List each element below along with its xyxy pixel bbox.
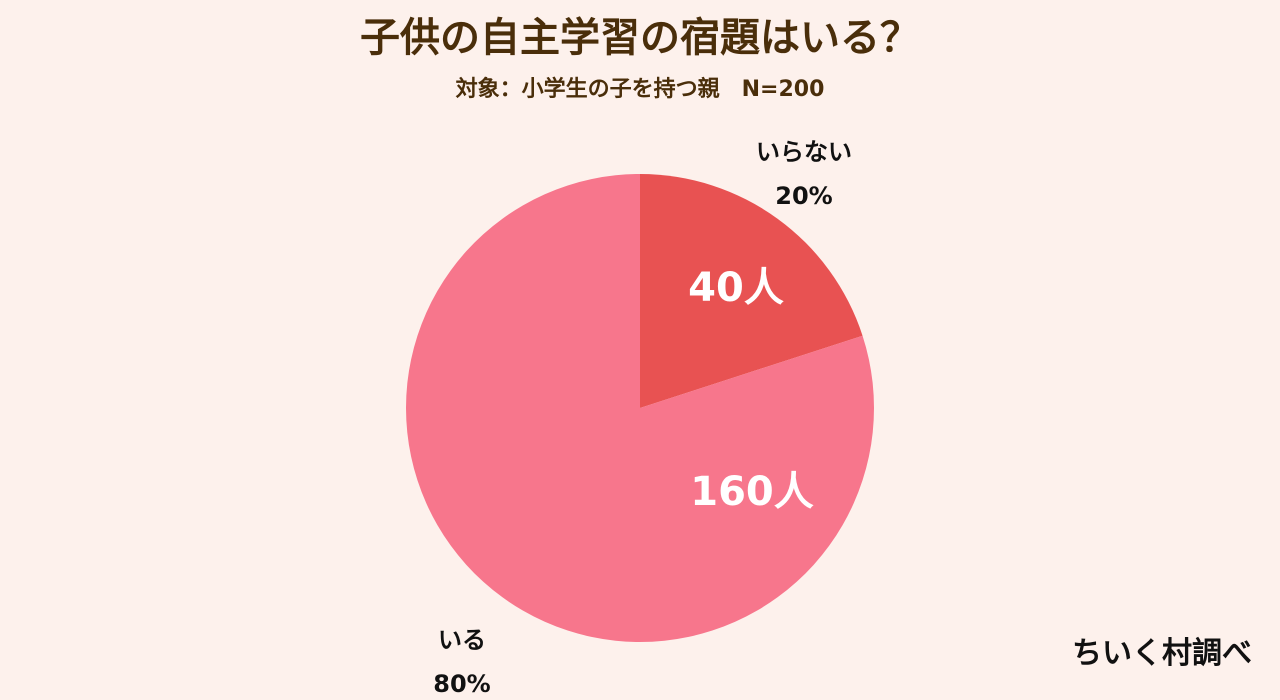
pie-slice (640, 174, 863, 408)
slice-category-label: いる (438, 626, 486, 654)
slice-count-label: 40人 (688, 265, 784, 311)
slice-percent-label: 20% (775, 182, 832, 210)
slice-percent-label: 80% (433, 670, 490, 698)
slice-category-label: いらない (756, 138, 852, 166)
chart-subtitle: 対象：小学生の子を持つ親 N=200 (455, 77, 825, 102)
chart-title: 子供の自主学習の宿題はいる？ (360, 15, 920, 61)
pie-slice (406, 174, 874, 642)
slice-count-label: 160人 (690, 469, 814, 515)
source-credit: ちいく村調べ (1072, 636, 1252, 671)
